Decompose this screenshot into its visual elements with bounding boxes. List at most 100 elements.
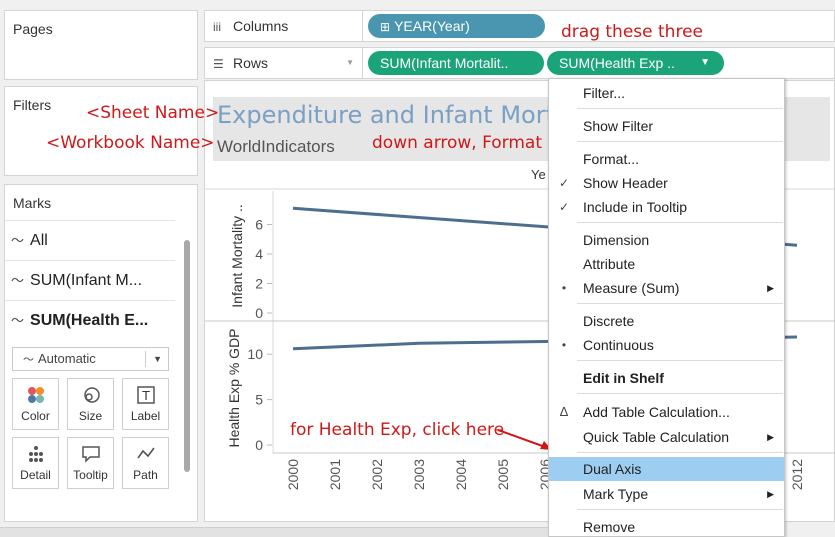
menu-item-attribute[interactable]: Attribute — [549, 252, 784, 276]
check-icon: ✓ — [558, 176, 570, 190]
menu-item-label: Add Table Calculation... — [583, 404, 730, 420]
rows-shelf-label: ☰ Rows ▼ — [205, 48, 363, 78]
menu-item-quick-table-calc[interactable]: Quick Table Calculation ▶ — [549, 425, 784, 449]
chevron-down-icon[interactable]: ▼ — [700, 57, 710, 68]
rows-shelf[interactable]: ☰ Rows ▼ SUM(Infant Mortalit.. SUM(Health… — [204, 47, 835, 79]
card-label: Path — [133, 468, 158, 482]
menu-item-label: Edit in Shelf — [583, 370, 664, 386]
menu-separator — [577, 360, 783, 361]
sheet-tab-strip[interactable] — [0, 527, 548, 537]
menu-separator — [577, 393, 783, 394]
menu-separator — [577, 222, 783, 223]
menu-item-remove[interactable]: Remove — [549, 515, 784, 537]
filters-panel[interactable]: Filters — [4, 86, 198, 176]
menu-item-label: Quick Table Calculation — [583, 429, 730, 445]
label-icon: T — [123, 379, 168, 409]
menu-item-label: Mark Type — [583, 486, 649, 502]
path-card[interactable]: Path — [122, 437, 169, 489]
annotation-workbook-name: <Workbook Name> — [46, 133, 215, 153]
infant-mortality-pill[interactable]: SUM(Infant Mortalit.. — [368, 51, 544, 75]
detail-icon — [13, 438, 58, 468]
annotation-health-exp: for Health Exp, click here — [290, 420, 505, 440]
y-tick-label: 5 — [255, 392, 263, 408]
workbook-subtitle: WorldIndicators — [217, 137, 335, 156]
label-card[interactable]: T Label — [122, 378, 169, 430]
menu-item-label: Include in Tooltip — [583, 199, 688, 215]
marks-row-all[interactable]: 〜 All — [5, 221, 175, 261]
year-pill[interactable]: ⊞ YEAR(Year) — [368, 14, 545, 38]
mark-type-value: Automatic — [38, 351, 96, 366]
filters-title: Filters — [13, 97, 52, 113]
health-exp-pill[interactable]: SUM(Health Exp .. ▼ — [547, 51, 724, 75]
marks-row-health[interactable]: 〜 SUM(Health E... — [5, 301, 175, 341]
chevron-down-icon: ▼ — [153, 354, 162, 364]
mark-type-dropdown[interactable]: 〜 Automatic ▼ — [12, 347, 169, 371]
columns-shelf[interactable]: iii Columns ⊞ YEAR(Year) — [204, 10, 835, 42]
menu-separator — [577, 452, 783, 453]
menu-item-dimension[interactable]: Dimension — [549, 228, 784, 252]
y-tick-label: 6 — [255, 217, 263, 233]
menu-item-format[interactable]: Format... — [549, 147, 784, 171]
x-tick-label: 2003 — [411, 459, 427, 490]
delta-icon: Δ — [559, 404, 569, 419]
card-label: Color — [21, 409, 50, 423]
y-tick-label: 2 — [255, 276, 263, 292]
context-menu: Filter... Show Filter Format... ✓ Show He… — [548, 78, 785, 537]
menu-separator — [577, 509, 783, 510]
menu-separator — [577, 141, 783, 142]
tooltip-icon — [68, 438, 113, 468]
menu-item-show-header[interactable]: ✓ Show Header — [549, 171, 784, 195]
y-tick-label: 4 — [255, 246, 263, 262]
menu-item-show-filter[interactable]: Show Filter — [549, 114, 784, 138]
y-axis-title: Infant Mortality .. — [229, 204, 245, 307]
menu-item-label: Remove — [583, 519, 636, 535]
menu-item-discrete[interactable]: Discrete — [549, 309, 784, 333]
marks-row-label: SUM(Health E... — [30, 312, 149, 329]
menu-item-label: Show Header — [583, 175, 668, 191]
menu-item-edit-in-shelf[interactable]: Edit in Shelf — [549, 366, 784, 390]
color-card[interactable]: Color — [12, 378, 59, 430]
menu-item-label: Filter... — [583, 85, 626, 101]
check-icon: ✓ — [558, 200, 570, 214]
menu-item-measure[interactable]: • Measure (Sum) ▶ — [549, 276, 784, 300]
size-card[interactable]: Size — [67, 378, 114, 430]
marks-row-infant[interactable]: 〜 SUM(Infant M... — [5, 261, 175, 301]
annotation-format: down arrow, Format — [372, 133, 543, 153]
menu-item-filter[interactable]: Filter... — [549, 81, 784, 105]
tooltip-card[interactable]: Tooltip — [67, 437, 114, 489]
y-tick-label: 10 — [247, 346, 263, 362]
annotation-drag: drag these three — [561, 22, 703, 42]
menu-item-continuous[interactable]: • Continuous — [549, 333, 784, 357]
x-tick-label: 2004 — [453, 459, 469, 490]
plus-box-icon: ⊞ — [380, 20, 391, 34]
menu-item-dual-axis[interactable]: Dual Axis — [549, 457, 784, 481]
columns-label-text: Columns — [233, 18, 289, 34]
path-icon — [123, 438, 168, 468]
marks-row-label: All — [30, 232, 48, 249]
columns-icon: iii — [213, 20, 221, 34]
marks-title: Marks — [13, 195, 52, 211]
menu-item-label: Format... — [583, 151, 640, 167]
marks-divider — [5, 220, 175, 221]
menu-item-include-tooltip[interactable]: ✓ Include in Tooltip — [549, 195, 784, 219]
menu-item-label: Continuous — [583, 337, 654, 353]
dual-line-chart: Ye 0 2 4 6 Infant Mortality .. 0 5 10 Health Exp … — [205, 167, 835, 490]
marks-row-label: SUM(Infant M... — [30, 272, 143, 289]
x-tick-label: 2002 — [369, 459, 385, 490]
chevron-down-icon: ▼ — [346, 58, 354, 67]
menu-item-mark-type[interactable]: Mark Type ▶ — [549, 482, 784, 506]
pages-panel[interactable]: Pages — [4, 10, 198, 80]
menu-separator — [577, 303, 783, 304]
health-exp-pill-label: SUM(Health Exp .. — [559, 55, 675, 71]
marks-scrollbar[interactable] — [184, 240, 190, 472]
annotation-sheet-name: <Sheet Name> — [86, 103, 220, 123]
menu-item-label: Dual Axis — [583, 461, 642, 477]
year-pill-label: YEAR(Year) — [394, 18, 470, 34]
line-mark-icon: 〜 — [11, 233, 25, 248]
submenu-arrow-icon: ▶ — [767, 489, 774, 499]
menu-item-add-table-calc[interactable]: Δ Add Table Calculation... — [549, 400, 784, 424]
menu-separator — [577, 108, 783, 109]
infant-mortality-pill-label: SUM(Infant Mortalit.. — [380, 55, 509, 71]
pages-title: Pages — [13, 21, 53, 37]
detail-card[interactable]: Detail — [12, 437, 59, 489]
